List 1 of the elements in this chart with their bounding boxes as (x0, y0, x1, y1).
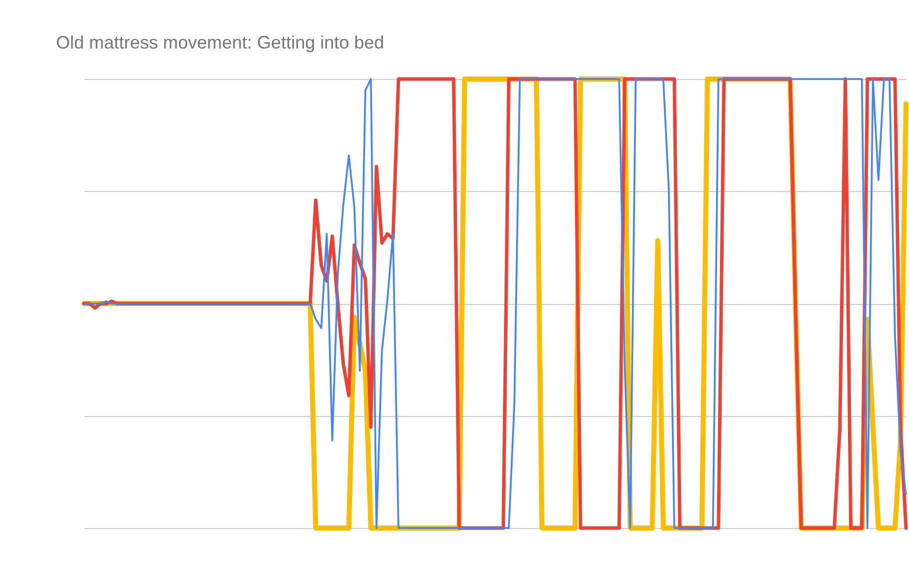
chart-title: Old mattress movement: Getting into bed (56, 32, 384, 52)
